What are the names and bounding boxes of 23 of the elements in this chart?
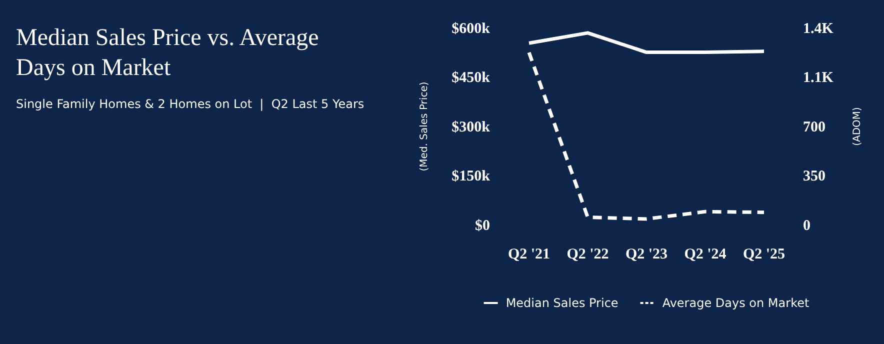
x-tick-label: Q2 '21: [508, 246, 550, 263]
y2-tick-label: 350: [803, 168, 826, 185]
y2-axis-title: (ADOM): [852, 106, 863, 146]
text: Median Sales Price vs. Average Days on Market: [16, 25, 319, 81]
y2-tick-label: 0: [803, 218, 810, 234]
legend-label: Median Sales Price: [506, 296, 618, 310]
line-series: [527, 31, 766, 54]
y-tick-label: $150k: [452, 168, 491, 185]
y2-tick-label: 1.1K: [803, 70, 834, 86]
legend-label: Average Days on Market: [662, 296, 810, 310]
y-tick-label: $300k: [452, 119, 491, 136]
y-tick-label: $600k: [452, 20, 491, 37]
x-tick-label: Q2 '24: [684, 246, 727, 263]
line-series: [527, 50, 766, 221]
y-tick-label: $0: [475, 218, 490, 234]
x-tick-label: Q2 '23: [625, 246, 668, 263]
y2-tick-label: 700: [803, 119, 826, 136]
x-tick-label: Q2 '25: [742, 246, 786, 263]
x-tick-label: Q2 '22: [566, 246, 609, 263]
text: Single Family Homes & 2 Homes on Lot | Q2 Last 5 Years: [16, 97, 364, 111]
y-axis-title: (Med. Sales Price): [419, 82, 430, 172]
y2-tick-label: 1.4K: [803, 20, 834, 37]
y-tick-label: $450k: [452, 70, 491, 86]
